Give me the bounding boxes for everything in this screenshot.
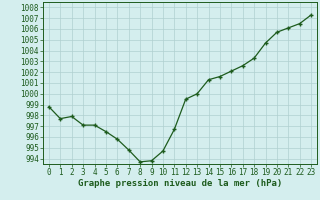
X-axis label: Graphe pression niveau de la mer (hPa): Graphe pression niveau de la mer (hPa): [78, 179, 282, 188]
